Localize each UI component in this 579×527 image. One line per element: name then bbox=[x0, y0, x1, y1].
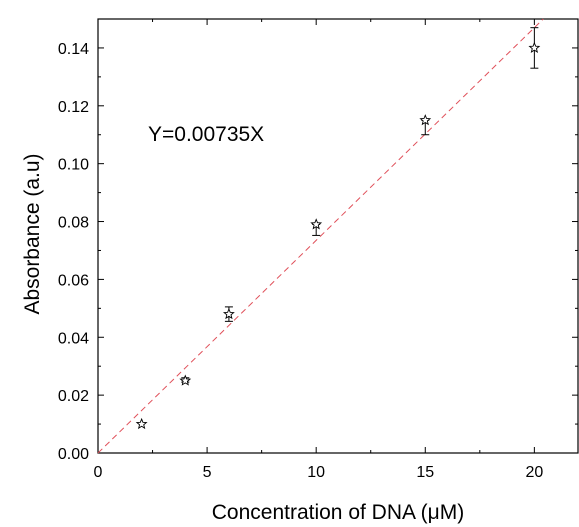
data-point-star bbox=[419, 114, 432, 126]
y-tick-label: 0.04 bbox=[58, 330, 89, 347]
y-tick-label: 0.08 bbox=[58, 215, 89, 232]
data-points-layer bbox=[135, 27, 541, 430]
fit-line bbox=[97, 18, 544, 454]
x-tick-label: 5 bbox=[203, 464, 212, 481]
x-axis-ticks: 0 5 10 15 20 bbox=[94, 19, 543, 481]
plot-frame bbox=[97, 18, 579, 454]
y-tick-label: 0.00 bbox=[58, 446, 89, 463]
data-point-star bbox=[222, 307, 235, 320]
x-tick-label: 20 bbox=[525, 464, 543, 481]
equation-annotation: Y=0.00735X bbox=[148, 123, 264, 146]
y-tick-label: 0.10 bbox=[58, 157, 89, 174]
data-point-star bbox=[310, 218, 323, 230]
fit-line-layer bbox=[97, 18, 544, 454]
y-tick-label: 0.02 bbox=[58, 388, 89, 405]
x-axis-label: Concentration of DNA (μM) bbox=[212, 501, 465, 524]
axes-frame bbox=[97, 18, 579, 454]
x-tick-label: 0 bbox=[94, 464, 103, 481]
x-tick-label: 10 bbox=[307, 464, 325, 481]
data-point-star bbox=[528, 41, 541, 53]
data-point-star bbox=[135, 417, 148, 430]
y-tick-label: 0.14 bbox=[58, 41, 89, 58]
data-point-star bbox=[179, 374, 192, 386]
y-tick-label: 0.12 bbox=[58, 99, 89, 116]
y-axis-ticks: 0.00 0.02 0.04 0.06 0.08 0.10 0.12 0.14 bbox=[58, 41, 578, 463]
y-axis-label: Absorbance (a.u) bbox=[21, 153, 44, 314]
x-tick-label: 15 bbox=[416, 464, 434, 481]
y-tick-label: 0.06 bbox=[58, 272, 89, 289]
